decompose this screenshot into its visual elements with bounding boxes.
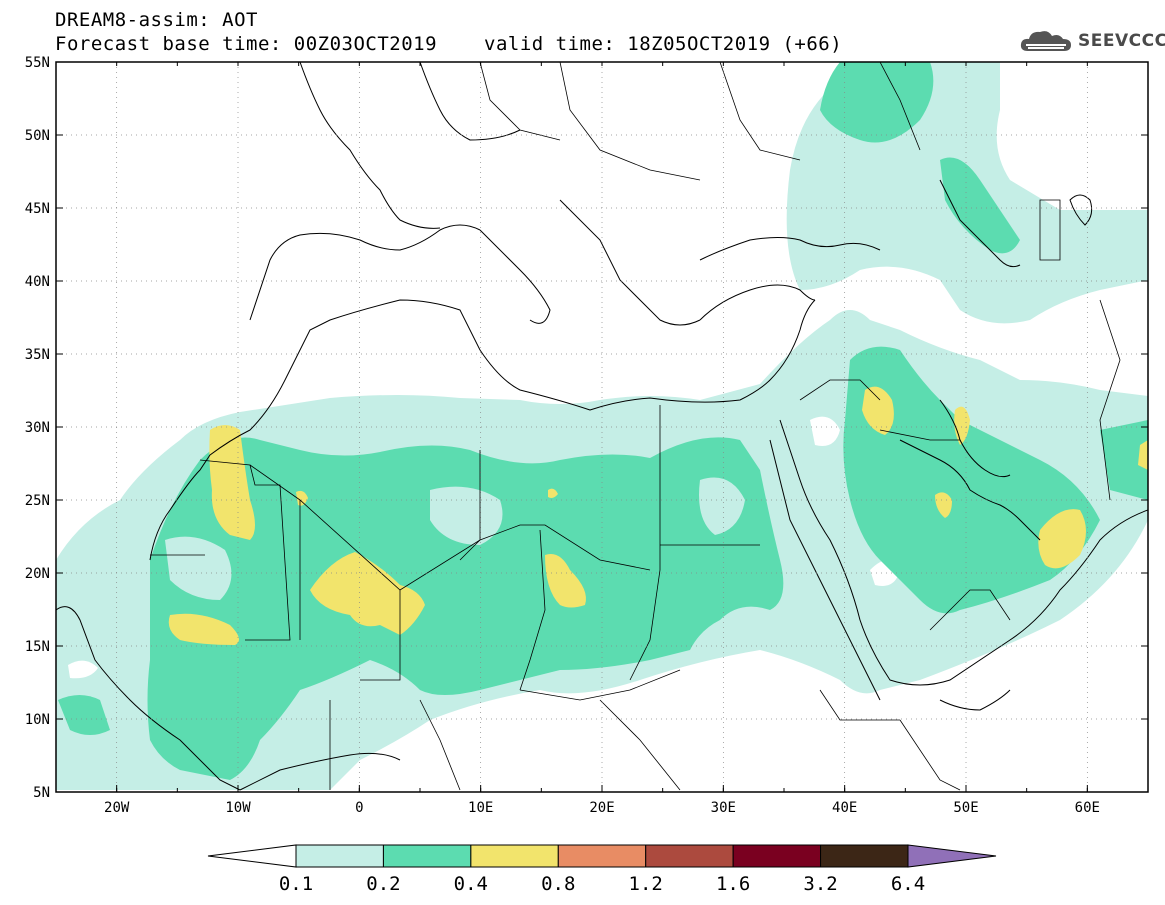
- valid-time: valid time: 18Z05OCT2019 (+66): [484, 33, 843, 55]
- latitude-label: 15N: [25, 639, 50, 655]
- colorbar-label: 3.2: [803, 873, 838, 895]
- map-title: DREAM8-assim: AOT: [55, 9, 258, 31]
- aot-low-patches: [165, 477, 745, 600]
- longitude-label: 40E: [832, 800, 857, 816]
- latitude-label: 20N: [25, 566, 50, 582]
- longitude-label: 20W: [104, 800, 130, 816]
- colorbar-box: [820, 844, 909, 868]
- colorbar-box: [732, 844, 822, 868]
- colorbar-label: 1.2: [628, 873, 663, 895]
- latitude-label: 40N: [25, 274, 50, 290]
- latitude-label: 30N: [25, 420, 50, 436]
- latitude-label: 55N: [25, 55, 50, 71]
- longitude-labels: 20W 10W 0 10E 20E 30E 40E 50E 60E: [104, 800, 1100, 816]
- longitude-label: 50E: [953, 800, 978, 816]
- colorbar-box: [645, 844, 734, 868]
- seevccc-logo: SEEVCCC: [1018, 27, 1165, 55]
- colorbar-box: [295, 844, 384, 868]
- colorbar-label: 0.8: [541, 873, 576, 895]
- coastlines: [56, 62, 1148, 791]
- aot-level-0.2: [58, 62, 1148, 780]
- forecast-base-time: Forecast base time: 00Z03OCT2019: [55, 33, 438, 55]
- grid-lines: [56, 62, 1148, 792]
- colorbar-box: [470, 844, 559, 868]
- axis-ticks: [55, 61, 1149, 793]
- latitude-label: 50N: [25, 128, 50, 144]
- latitude-label: 25N: [25, 493, 50, 509]
- colorbar-box: [557, 844, 647, 868]
- colorbar-box: [382, 844, 472, 868]
- logo-text: SEEVCCC: [1078, 31, 1165, 51]
- aot-field: [56, 62, 1148, 790]
- colorbar-label: 1.6: [715, 873, 751, 895]
- longitude-label: 10W: [225, 800, 251, 816]
- longitude-label: 0: [355, 800, 363, 816]
- latitude-labels: 55N 50N 45N 40N 35N 30N 25N 20N 15N 10N 5N: [25, 55, 50, 801]
- latitude-label: 35N: [25, 347, 50, 363]
- longitude-label: 60E: [1075, 800, 1100, 816]
- longitude-label: 10E: [468, 800, 493, 816]
- aot-level-0.4: [168, 386, 1148, 645]
- longitude-label: 20E: [589, 800, 614, 816]
- colorbar-over-arrow: [907, 844, 997, 868]
- longitude-label: 30E: [711, 800, 736, 816]
- colorbar-under-arrow: [207, 844, 297, 868]
- cloud-icon: [1020, 31, 1071, 51]
- colorbar-label: 0.2: [366, 873, 401, 895]
- country-borders: [150, 62, 1121, 791]
- colorbar-label: 6.4: [890, 873, 926, 895]
- latitude-label: 5N: [33, 785, 50, 801]
- colorbar-label: 0.1: [278, 873, 314, 895]
- latitude-label: 45N: [25, 201, 50, 217]
- aot-colorbar: [207, 844, 997, 868]
- latitude-label: 10N: [25, 712, 50, 728]
- colorbar-label: 0.4: [453, 873, 489, 895]
